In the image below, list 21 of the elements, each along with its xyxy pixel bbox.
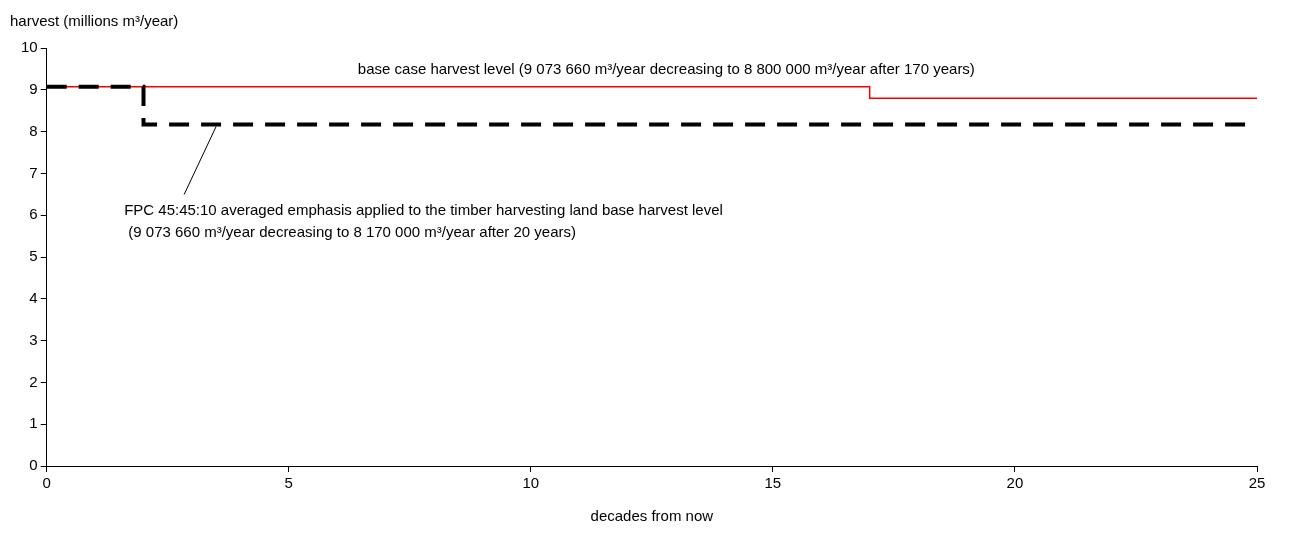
annotation: base case harvest level (9 073 660 m³/year decreasing to 8 800 000 m³/year after 170 years) [357, 59, 975, 77]
y-tick-label: 3 [29, 330, 38, 348]
y-tick-label: 2 [29, 372, 38, 390]
y-tick-label: 7 [29, 163, 38, 181]
x-tick-label: 10 [522, 474, 540, 492]
y-axis-title: harvest (millions m³/year) [10, 12, 179, 30]
y-tick-label: 6 [29, 205, 38, 223]
y-tick-label: 8 [29, 121, 38, 139]
y-tick-label: 5 [29, 247, 38, 265]
y-tick-label: 4 [29, 288, 38, 306]
x-tick-label: 25 [1248, 474, 1266, 492]
y-tick-label: 9 [29, 79, 38, 97]
y-tick-label: 0 [29, 456, 38, 474]
x-tick-label: 0 [42, 474, 51, 492]
y-tick-label: 1 [29, 414, 38, 432]
annotation: FPC 45:45:10 averaged emphasis applied to the timber harvesting land base harvest level (9 073 660 m³/year decreasing to 8 170 000 m³/year after 20 years) [124, 200, 723, 240]
x-tick-label: 20 [1006, 474, 1024, 492]
x-tick-label: 5 [284, 474, 293, 492]
x-axis-title: decades from now [590, 507, 714, 525]
y-tick-label: 10 [21, 38, 38, 56]
x-tick-label: 15 [764, 474, 782, 492]
